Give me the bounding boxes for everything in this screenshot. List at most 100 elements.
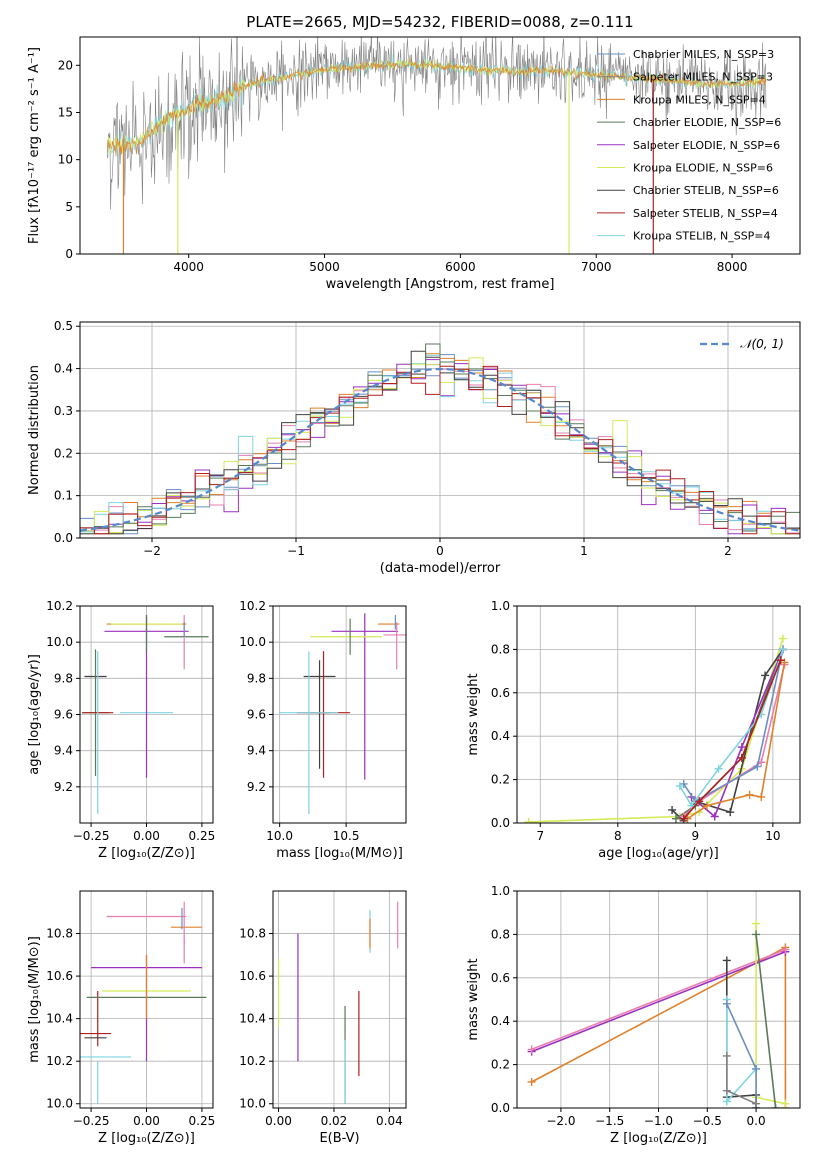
x-axis-label: Z [log₁₀(Z/Z⊙)]	[98, 1131, 195, 1146]
weight-marker	[722, 1086, 731, 1095]
histogram-step	[80, 350, 800, 535]
plot-area	[524, 634, 789, 823]
weight-line	[531, 948, 786, 1051]
legend-label: Salpeter MILES, N_SSP=3	[633, 71, 773, 84]
x-tick-label: 0	[436, 544, 444, 558]
panel-spectrum: 4000 5000 6000 7000 8000 0 5 10 15 20 wavelength […	[27, 36, 801, 292]
plot-area	[277, 901, 399, 1104]
y-tick-label: 10.2	[46, 599, 73, 613]
y-tick-label: 0.6	[491, 686, 510, 700]
y-tick-label: 0.2	[491, 773, 510, 787]
y-tick-label: 9.8	[247, 671, 266, 685]
y-tick-label: 0.0	[491, 816, 510, 830]
y-tick-label: 10.0	[46, 635, 73, 649]
weight-marker	[668, 805, 677, 814]
plot-area	[106, 37, 767, 254]
weight-marker	[761, 671, 770, 680]
legend-label: Salpeter ELODIE, N_SSP=6	[633, 139, 780, 152]
legend-label: Chabrier STELIB, N_SSP=6	[633, 184, 779, 197]
weight-marker	[722, 999, 731, 1008]
y-tick-label: 1.0	[491, 599, 510, 613]
x-tick-label: 0.04	[376, 1114, 403, 1128]
weight-marker	[710, 812, 719, 821]
weight-marker	[671, 814, 680, 823]
weight-marker	[737, 753, 746, 762]
y-tick-label: 9.6	[54, 708, 73, 722]
y-tick-label: 0.2	[491, 1058, 510, 1072]
spectrum-line	[106, 37, 767, 210]
axes-frame	[79, 605, 214, 824]
y-tick-label: 0.8	[491, 927, 510, 941]
weight-marker	[679, 814, 688, 823]
y-tick-label: 10	[58, 153, 73, 167]
y-tick-label: 0.4	[491, 1014, 510, 1028]
y-tick-label: 10.0	[239, 1097, 266, 1111]
x-tick-label: 0.25	[189, 1114, 216, 1128]
panel-mass_vs_EBV: 0.00 0.02 0.04 10.0 10.2 10.4 10.6 10.8 E(B-V)	[239, 890, 407, 1146]
y-axis-label: mass weight	[466, 958, 481, 1040]
y-axis-label: Flux [fλ10⁻¹⁷ erg cm⁻² s⁻¹ A⁻¹]	[27, 47, 42, 244]
y-tick-label: 0.0	[54, 531, 73, 545]
x-tick-label: 0.00	[133, 829, 160, 843]
weight-line	[683, 660, 782, 820]
weight-marker	[752, 919, 761, 928]
y-tick-label: 0.4	[54, 362, 73, 376]
plot-area	[527, 919, 790, 1108]
y-tick-label: 20	[58, 58, 73, 72]
plot-area	[80, 343, 800, 535]
weight-marker	[781, 1099, 790, 1108]
plot-area	[82, 615, 209, 814]
y-tick-label: 10.8	[239, 927, 266, 941]
weight-marker	[527, 1045, 536, 1054]
gaussian-curve	[80, 367, 800, 532]
y-tick-label: 0.5	[54, 319, 73, 333]
weight-marker	[757, 792, 766, 801]
y-tick-label: 5	[65, 200, 73, 214]
weight-marker	[776, 656, 785, 665]
y-tick-label: 9.4	[54, 744, 73, 758]
weight-marker	[778, 645, 787, 654]
x-axis-label: wavelength [Angstrom, rest frame]	[326, 277, 555, 292]
y-tick-label: 0.0	[491, 1101, 510, 1115]
y-tick-label: 0.6	[491, 971, 510, 985]
histogram-step	[80, 365, 800, 535]
y-tick-label: 9.8	[54, 671, 73, 685]
y-tick-label: 0.8	[491, 642, 510, 656]
y-tick-label: 10.6	[46, 969, 73, 983]
x-tick-label: −0.25	[73, 829, 110, 843]
y-tick-label: 10.4	[46, 1012, 73, 1026]
y-tick-label: 10.2	[46, 1054, 73, 1068]
weight-marker	[745, 790, 754, 799]
x-tick-label: −0.5	[693, 1114, 722, 1128]
y-tick-label: 0.1	[54, 489, 73, 503]
panel-age_vs_Z: −0.25 0.00 0.25 9.2 9.4 9.6 9.8 10.0 10.2 Z [log₁…	[27, 599, 215, 861]
y-tick-label: 0.3	[54, 404, 73, 418]
x-tick-label: 7000	[581, 260, 612, 274]
axes-frame	[79, 36, 801, 255]
x-tick-label: 10.5	[333, 829, 360, 843]
weight-marker	[722, 1051, 731, 1060]
y-tick-label: 10.8	[46, 927, 73, 941]
weight-marker	[752, 930, 761, 939]
weight-marker	[752, 1064, 761, 1073]
spectrum-line	[106, 59, 767, 157]
weight-marker	[737, 743, 746, 752]
x-tick-label: −2.0	[546, 1114, 575, 1128]
legend-label: Salpeter STELIB, N_SSP=4	[633, 207, 778, 220]
panel-age_vs_mass: 10.0 10.5 9.2 9.4 9.6 9.8 10.0 10.2 mass [log₁₀(…	[239, 599, 407, 861]
weight-marker	[752, 1099, 761, 1108]
plot-area	[80, 901, 207, 1104]
x-tick-label: 9	[692, 829, 700, 843]
legend: 𝒩(0, 1)	[700, 337, 784, 351]
y-tick-label: 10.0	[239, 635, 266, 649]
x-axis-label: mass [log₁₀(M/M⊙)]	[276, 846, 403, 861]
y-tick-label: 9.2	[54, 780, 73, 794]
weight-line	[683, 649, 784, 803]
legend-label: Kroupa ELODIE, N_SSP=6	[633, 162, 773, 175]
histogram-step	[80, 353, 800, 535]
y-tick-label: 10.2	[239, 1054, 266, 1068]
weight-marker	[726, 808, 735, 817]
x-tick-label: 0.00	[133, 1114, 160, 1128]
legend-label: Chabrier MILES, N_SSP=3	[633, 48, 774, 61]
